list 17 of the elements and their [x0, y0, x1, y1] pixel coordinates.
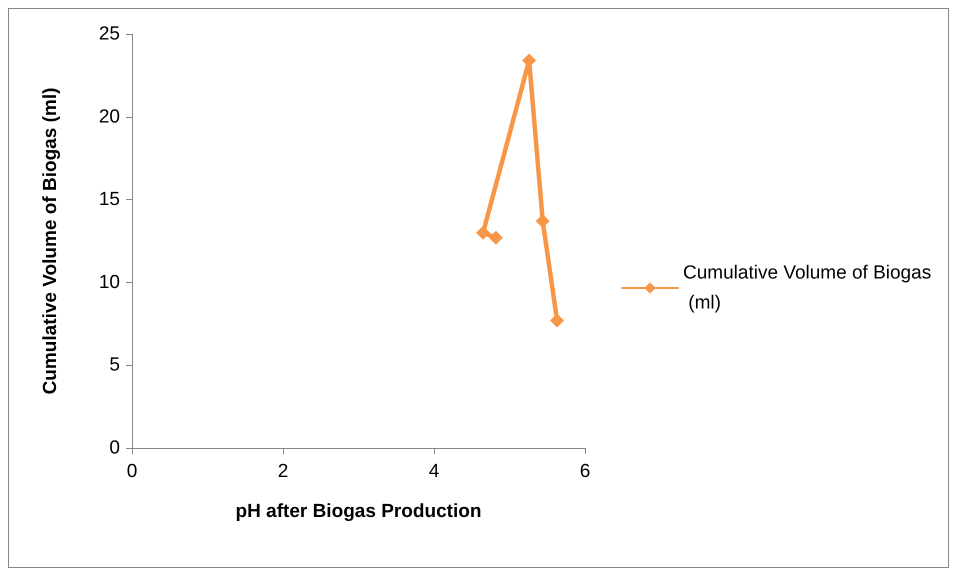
legend-label: Cumulative Volume of Biogas (ml) [683, 262, 932, 314]
y-tick-label: 20 [98, 106, 120, 128]
y-tick-label: 15 [98, 189, 120, 210]
x-axis-title: pH after Biogas Production [236, 501, 482, 522]
x-tick-label: 6 [580, 461, 590, 482]
y-tick-label: 5 [109, 354, 120, 376]
point [488, 230, 503, 245]
point [550, 313, 564, 328]
point [536, 214, 550, 228]
point [476, 226, 490, 240]
y-axis-title: Cumulative Volume of Biogas (ml) [40, 88, 61, 394]
x-tick-label: 4 [428, 461, 440, 482]
y-tick-label: 25 [98, 24, 120, 44]
x-tick-label: 0 [126, 461, 138, 482]
x-tick-label: 2 [278, 461, 288, 482]
y-tick-label: 0 [109, 438, 120, 458]
y-tick-label: 10 [98, 272, 120, 293]
